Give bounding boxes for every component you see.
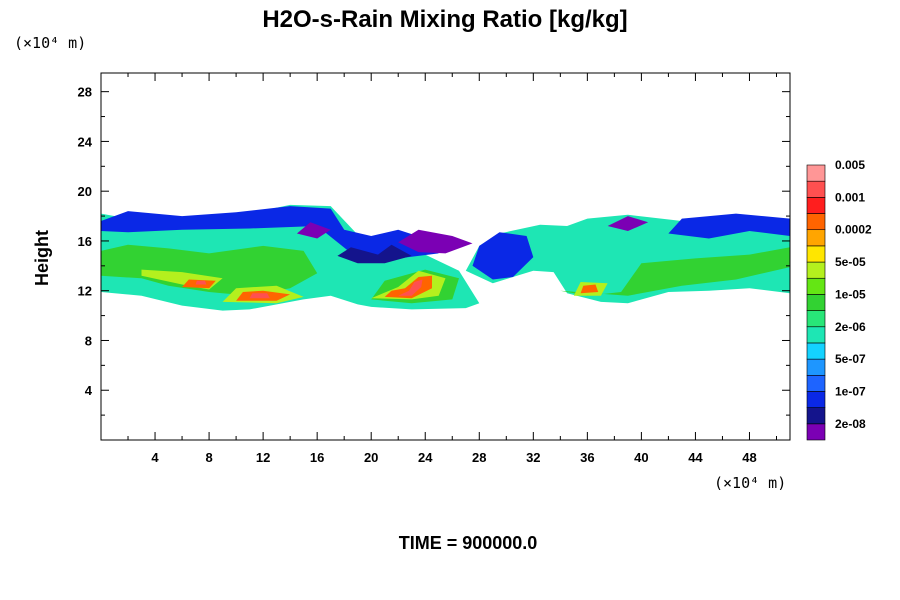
x-tick-label: 24 [418,450,433,465]
x-axis-unit: (×10⁴ m) [714,474,786,492]
plot-frame [100,72,791,441]
field-region-11 [560,247,790,296]
x-tick-label: 8 [205,450,212,465]
legend-swatch [806,391,826,408]
field-region-22 [195,280,207,285]
legend-label: 5e-07 [835,352,866,366]
legend-swatch [806,342,826,360]
y-tick-label: 16 [78,234,92,249]
field-region-3 [337,244,412,264]
field-region-20 [249,293,270,299]
x-tick-label: 28 [472,450,486,465]
field-region-7 [607,216,649,231]
y-tick-label: 24 [78,134,93,149]
legend-swatch [806,213,826,231]
x-tick-label: 40 [634,450,648,465]
legend-label: 0.0002 [835,223,872,237]
y-tick-label: 8 [85,333,92,348]
legend-swatch [806,229,826,247]
legend-swatch [806,294,826,311]
x-tick-label: 4 [151,450,159,465]
legend-swatch [806,261,826,279]
legend-label: 0.005 [835,158,865,172]
legend-swatch [806,423,826,441]
field-region-21 [398,279,423,296]
y-tick-label: 20 [78,184,92,199]
legend-swatch [806,407,826,425]
legend-swatch [806,180,826,198]
legend-label: 2e-08 [835,417,866,431]
field-region-2 [101,206,439,259]
field-region-8 [296,222,331,239]
legend-swatch [806,326,826,344]
y-tick-label: 12 [78,284,92,299]
field-region-9 [101,244,318,296]
y-tick-label: 28 [78,85,92,100]
chart-title: H2O-s-Rain Mixing Ratio [kg/kg] [262,6,627,33]
legend-swatch [806,310,826,328]
legend-swatch [806,374,826,392]
x-axis-ticks: 4 8 12 16 20 24 28 32 36 40 44 48 [127,73,777,465]
x-tick-label: 36 [580,450,594,465]
legend-label: 5e-05 [835,255,866,269]
legend-swatch [806,164,826,182]
x-tick-label: 20 [364,450,378,465]
x-tick-label: 48 [742,450,756,465]
legend-label: 1e-05 [835,287,866,301]
color-legend: 2e-08 1e-07 5e-07 2e-06 1e-05 5e-05 0.0002 0.00… [806,158,872,441]
legend-swatch [806,358,826,376]
mixing-ratio-field [101,204,790,311]
legend-swatch [806,245,826,263]
field-region-19 [580,284,599,294]
field-region-6 [668,213,790,239]
y-axis-unit: (×10⁴ m) [14,34,86,52]
field-region-4 [398,229,473,254]
legend-swatch [806,277,826,295]
legend-label: 2e-06 [835,320,866,334]
x-tick-label: 32 [526,450,540,465]
legend-label: 0.001 [835,190,865,204]
legend-label: 1e-07 [835,384,866,398]
field-region-5 [472,232,534,280]
x-tick-label: 12 [256,450,270,465]
x-tick-label: 44 [688,450,703,465]
y-tick-label: 4 [85,383,93,398]
y-axis-ticks: 4 8 12 16 20 24 28 [78,85,790,416]
x-tick-label: 16 [310,450,324,465]
time-label: TIME = 900000.0 [399,533,538,553]
y-axis-title: Height [32,230,52,286]
legend-swatch [806,197,826,214]
